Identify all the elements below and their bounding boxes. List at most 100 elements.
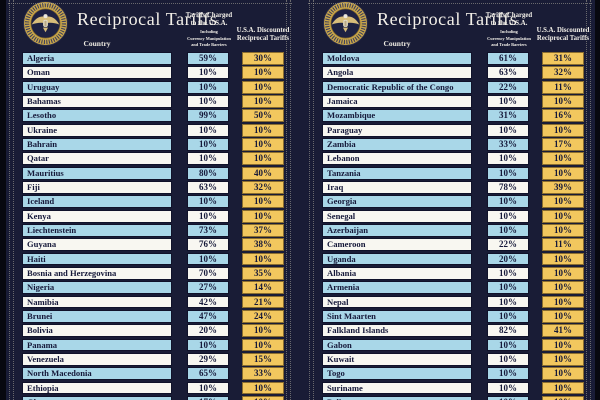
- tariff-charged-cell: 10%: [487, 352, 529, 366]
- table-row: Iraq 78% 39%: [300, 180, 600, 194]
- tariff-charged-cell: 33%: [487, 137, 529, 151]
- tariff-discounted-cell: 10%: [542, 281, 584, 295]
- tariff-discounted-cell: 10%: [542, 295, 584, 309]
- tariff-charged-cell: 10%: [487, 94, 529, 108]
- tariff-charged-cell: 10%: [487, 395, 529, 400]
- table-row: Qatar 10% 10%: [0, 152, 300, 166]
- presidential-seal-icon: [23, 1, 68, 46]
- table-row: Bolivia 20% 10%: [0, 324, 300, 338]
- tariff-discounted-cell: 39%: [542, 180, 584, 194]
- country-cell: Belize: [322, 395, 472, 400]
- presidential-seal-icon: [323, 1, 368, 46]
- tariff-charged-cell: 10%: [487, 209, 529, 223]
- column-header-discounted: U.S.A. Discounted Reciprocal Tariffs: [536, 27, 590, 43]
- country-cell: Uganda: [322, 252, 472, 266]
- table-row: Lebanon 10% 10%: [300, 152, 600, 166]
- board-dotted-border-top: [308, 3, 592, 4]
- tariff-charged-cell: 10%: [187, 195, 229, 209]
- tariff-discounted-cell: 10%: [542, 94, 584, 108]
- table-row: Ghana 17% 10%: [0, 395, 300, 400]
- country-cell: Azerbaijan: [322, 223, 472, 237]
- country-cell: Venezuela: [22, 352, 172, 366]
- country-cell: Paraguay: [322, 123, 472, 137]
- table-row: Tanzania 10% 10%: [300, 166, 600, 180]
- tariff-charged-cell: 27%: [187, 281, 229, 295]
- table-row: Fiji 63% 32%: [0, 180, 300, 194]
- table-row: Liechtenstein 73% 37%: [0, 223, 300, 237]
- board-dotted-border-left-inner: [13, 0, 14, 400]
- tariff-discounted-cell: 10%: [542, 209, 584, 223]
- table-row: Guyana 76% 38%: [0, 238, 300, 252]
- country-cell: Kenya: [22, 209, 172, 223]
- table-row: Suriname 10% 10%: [300, 381, 600, 395]
- country-cell: Lesotho: [22, 109, 172, 123]
- tariff-discounted-cell: 10%: [242, 395, 284, 400]
- tariff-charged-cell: 22%: [487, 80, 529, 94]
- tariff-discounted-cell: 10%: [242, 195, 284, 209]
- tariff-charged-cell: 80%: [187, 166, 229, 180]
- tariff-discounted-cell: 10%: [542, 381, 584, 395]
- tariff-charged-cell: 10%: [187, 80, 229, 94]
- tariff-discounted-cell: 21%: [242, 295, 284, 309]
- tariff-discounted-cell: 10%: [542, 352, 584, 366]
- table-row: Democratic Republic of the Congo 22% 11%: [300, 80, 600, 94]
- tariff-charged-cell: 10%: [487, 123, 529, 137]
- tariff-charged-cell: 59%: [187, 52, 229, 65]
- tariff-board-left: Reciprocal Tariffs Country Tariffs Charg…: [0, 0, 300, 400]
- country-cell: Ethiopia: [22, 381, 172, 395]
- country-cell: Cameroon: [322, 238, 472, 252]
- tariff-discounted-cell: 10%: [542, 338, 584, 352]
- tariff-charged-cell: 10%: [187, 94, 229, 108]
- board-dotted-border-left-inner: [313, 0, 314, 400]
- tariff-charged-cell: 78%: [487, 180, 529, 194]
- board-dotted-border-right: [290, 0, 291, 400]
- table-row: Uruguay 10% 10%: [0, 80, 300, 94]
- country-cell: Nepal: [322, 295, 472, 309]
- column-header-country: Country: [383, 39, 411, 48]
- country-cell: Angola: [322, 66, 472, 80]
- table-row: Kuwait 10% 10%: [300, 352, 600, 366]
- tariff-charged-cell: 10%: [487, 195, 529, 209]
- tariff-discounted-cell: 37%: [242, 223, 284, 237]
- tariff-charged-cell: 10%: [487, 367, 529, 381]
- table-row: Mozambique 31% 16%: [300, 109, 600, 123]
- tariff-charged-cell: 10%: [187, 209, 229, 223]
- tariff-discounted-cell: 32%: [542, 66, 584, 80]
- tariff-charged-cell: 10%: [487, 166, 529, 180]
- tariff-discounted-cell: 17%: [542, 137, 584, 151]
- tariff-charged-cell: 10%: [487, 152, 529, 166]
- table-row: Algeria 59% 30%: [0, 52, 300, 65]
- tariff-discounted-cell: 10%: [542, 266, 584, 280]
- table-row: Brunei 47% 24%: [0, 309, 300, 323]
- table-row: Namibia 42% 21%: [0, 295, 300, 309]
- country-cell: Bosnia and Herzegovina: [22, 266, 172, 280]
- tariff-board-right: Reciprocal Tariffs Country Tariffs Charg…: [300, 0, 600, 400]
- tariff-charged-cell: 63%: [487, 66, 529, 80]
- tariff-discounted-cell: 10%: [242, 252, 284, 266]
- table-row: Uganda 20% 10%: [300, 252, 600, 266]
- board-dotted-border-right: [590, 0, 591, 400]
- country-cell: Panama: [22, 338, 172, 352]
- country-cell: Guyana: [22, 238, 172, 252]
- table-row: Senegal 10% 10%: [300, 209, 600, 223]
- tariff-discounted-cell: 10%: [542, 395, 584, 400]
- column-header-country: Country: [83, 39, 111, 48]
- table-row: Oman 10% 10%: [0, 66, 300, 80]
- country-cell: Bolivia: [22, 324, 172, 338]
- tariff-discounted-cell: 10%: [242, 137, 284, 151]
- table-row: Kenya 10% 10%: [0, 209, 300, 223]
- tariff-discounted-cell: 50%: [242, 109, 284, 123]
- tariff-charged-cell: 63%: [187, 180, 229, 194]
- tariff-discounted-cell: 10%: [542, 309, 584, 323]
- tariff-charged-cell: 10%: [187, 252, 229, 266]
- country-cell: Gabon: [322, 338, 472, 352]
- tariff-charged-cell: 17%: [187, 395, 229, 400]
- country-cell: Nigeria: [22, 281, 172, 295]
- country-cell: Falkland Islands: [322, 324, 472, 338]
- country-cell: Liechtenstein: [22, 223, 172, 237]
- tariff-table-rows: Moldova 61% 31% Angola 63% 32% Democrati…: [300, 52, 600, 400]
- tariff-charged-cell: 10%: [187, 66, 229, 80]
- country-cell: Tanzania: [322, 166, 472, 180]
- tariff-discounted-cell: 10%: [242, 209, 284, 223]
